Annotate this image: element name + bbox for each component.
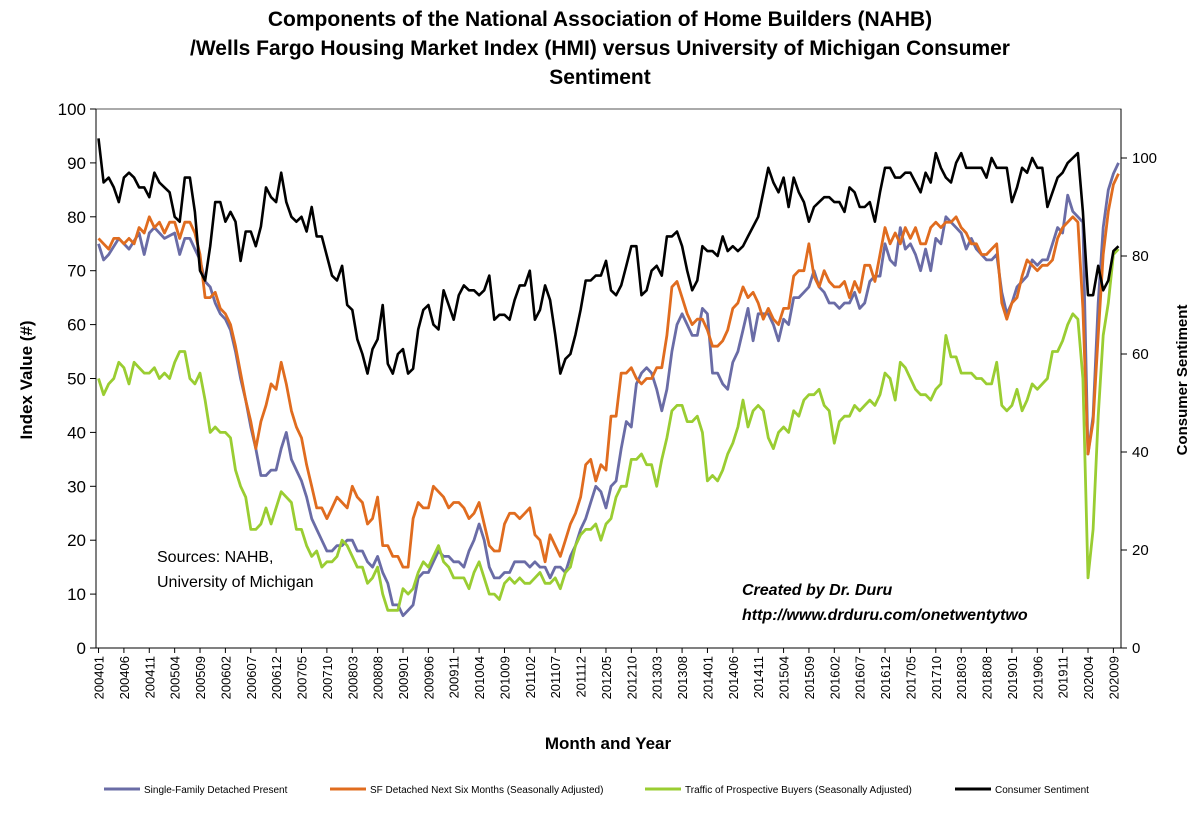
x-tick-label: 201911 (1056, 656, 1071, 698)
series-line-traffic-of-prospective-buyers-seasonally-adjusted (97, 248, 1120, 612)
credit-line-2: http://www.drduru.com/onetwentytwo (742, 607, 1028, 624)
x-tick-label: 201607 (853, 656, 868, 699)
left-axis-ticks: 0 10 20 30 40 50 60 70 80 90 100 (58, 100, 96, 658)
y-tick-label: 10 (67, 585, 86, 604)
x-tick-label: 202009 (1106, 656, 1121, 699)
y-tick-label: 60 (67, 316, 86, 335)
y-axis-title: Index Value (#) (17, 320, 36, 439)
sources-note-line-2: University of Michigan (157, 574, 314, 591)
y2-tick-label: 0 (1132, 640, 1140, 657)
x-tick-label: 201102 (523, 656, 538, 698)
x-tick-label: 201710 (929, 656, 944, 699)
x-tick-label: 201705 (903, 656, 918, 699)
plot-area (95, 108, 1122, 649)
x-tick-label: 201906 (1030, 656, 1045, 699)
x-tick-label: 200509 (193, 656, 208, 699)
x-tick-label: 200705 (295, 656, 310, 699)
x-tick-label: 200808 (371, 656, 386, 699)
x-tick-label: 200401 (92, 656, 107, 699)
x-tick-label: 201004 (472, 656, 487, 699)
x-tick-label: 202004 (1081, 656, 1096, 699)
y2-tick-label: 80 (1132, 248, 1149, 265)
x-tick-label: 201901 (1005, 656, 1020, 699)
y-tick-label: 30 (67, 477, 86, 496)
y-tick-label: 80 (67, 208, 86, 227)
x-tick-label: 201803 (954, 656, 969, 699)
x-tick-label: 200612 (269, 656, 284, 699)
y-tick-label: 70 (67, 262, 86, 281)
x-tick-label: 200710 (320, 656, 335, 699)
legend-label-traffic: Traffic of Prospective Buyers (Seasonall… (685, 785, 912, 796)
x-tick-label: 201303 (650, 656, 665, 699)
x-tick-label: 201504 (777, 656, 792, 699)
x-tick-label: 201509 (802, 656, 817, 699)
x-tick-label: 201401 (700, 656, 715, 699)
legend-label-sfd-next-six: SF Detached Next Six Months (Seasonally … (370, 785, 603, 796)
x-tick-label: 200607 (244, 656, 259, 699)
y-tick-label: 90 (67, 154, 86, 173)
y-tick-label: 20 (67, 531, 86, 550)
right-axis-ticks: 0 20 40 60 80 100 (1121, 150, 1157, 657)
x-tick-label: 201009 (497, 656, 512, 699)
y2-tick-label: 40 (1132, 444, 1149, 461)
x-axis-title: Month and Year (545, 734, 672, 753)
x-axis-ticks: 200401 200406 200411 200504 200509 200602 2006… (92, 648, 1121, 699)
series-layer (97, 138, 1120, 618)
x-tick-label: 201205 (599, 656, 614, 699)
x-tick-label: 201602 (827, 656, 842, 699)
y2-tick-label: 60 (1132, 346, 1149, 363)
x-tick-label: 201612 (878, 656, 893, 699)
x-tick-label: 200911 (447, 656, 462, 698)
x-tick-label: 200901 (396, 656, 411, 699)
x-tick-label: 201308 (675, 656, 690, 699)
x-tick-label: 201406 (726, 656, 741, 699)
chart-title-line-1: Components of the National Association o… (268, 8, 932, 31)
series-line-sf-detached-next-six-months-seasonally-adjusted (97, 173, 1120, 569)
sources-note-line-1: Sources: NAHB, (157, 549, 273, 566)
x-tick-label: 200504 (168, 656, 183, 699)
y-tick-label: 50 (67, 370, 86, 389)
x-tick-label: 200406 (117, 656, 132, 699)
x-tick-label: 200602 (218, 656, 233, 699)
x-tick-label: 200906 (421, 656, 436, 699)
chart-title-line-2: /Wells Fargo Housing Market Index (HMI) … (190, 37, 1010, 60)
x-tick-label: 201210 (624, 656, 639, 699)
x-tick-label: 201112 (574, 656, 589, 697)
legend-label-consumer-sentiment: Consumer Sentiment (995, 785, 1089, 796)
y2-tick-label: 20 (1132, 542, 1149, 559)
x-tick-label: 200411 (142, 656, 157, 698)
y2-axis-title: Consumer Sentiment (1174, 305, 1191, 456)
y-tick-label: 100 (58, 100, 86, 119)
x-tick-label: 201411 (751, 656, 766, 698)
legend: Single-Family Detached Present SF Detach… (104, 785, 1089, 796)
y2-tick-label: 100 (1132, 150, 1157, 167)
credit-line-1: Created by Dr. Duru (742, 582, 892, 599)
y-tick-label: 0 (77, 639, 86, 658)
y-tick-label: 40 (67, 423, 86, 442)
x-tick-label: 201808 (980, 656, 995, 699)
chart-title-line-3: Sentiment (549, 66, 651, 89)
x-tick-label: 201107 (548, 656, 563, 698)
x-tick-label: 200803 (345, 656, 360, 699)
legend-label-sfd-present: Single-Family Detached Present (144, 785, 288, 796)
series-line-consumer-sentiment (97, 138, 1120, 375)
